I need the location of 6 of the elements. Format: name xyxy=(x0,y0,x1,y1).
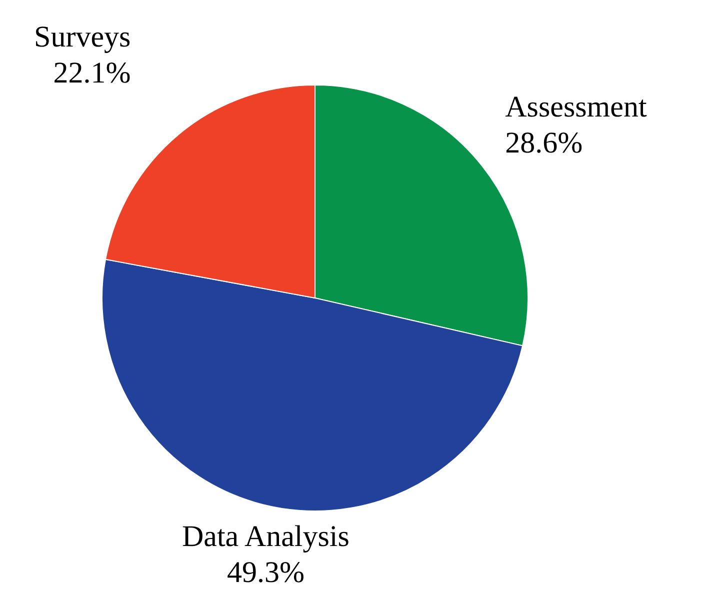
data-label: 49.3% xyxy=(226,556,304,589)
slice-label: Assessment xyxy=(505,90,648,124)
data-label: 22.1% xyxy=(53,56,131,90)
slice-label: Surveys xyxy=(34,20,131,54)
data-label: 28.6% xyxy=(505,126,583,160)
slice-label: Data Analysis xyxy=(182,520,350,553)
